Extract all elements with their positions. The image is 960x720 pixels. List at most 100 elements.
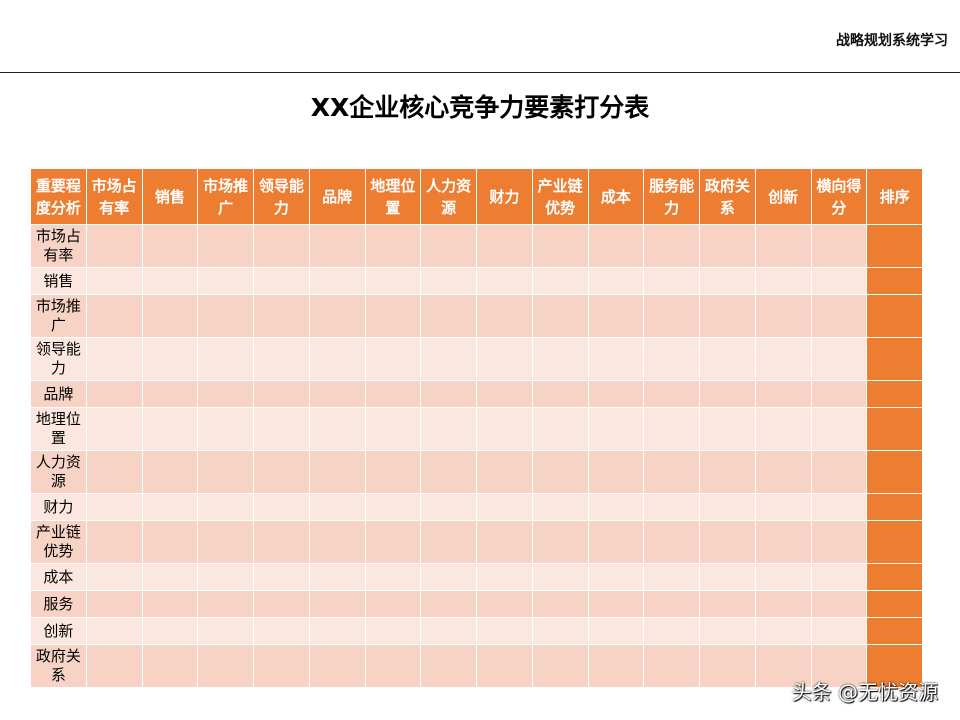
rank-cell[interactable] (866, 224, 923, 268)
score-cell[interactable] (141, 563, 199, 591)
score-cell[interactable] (699, 380, 756, 408)
score-cell[interactable] (476, 450, 533, 494)
score-cell[interactable] (587, 267, 645, 295)
score-cell[interactable] (754, 520, 812, 564)
score-cell[interactable] (531, 267, 589, 295)
score-cell[interactable] (308, 294, 366, 338)
score-cell[interactable] (253, 450, 310, 494)
score-cell[interactable] (85, 590, 143, 618)
score-cell[interactable] (197, 563, 254, 591)
score-cell[interactable] (754, 407, 812, 451)
rank-cell[interactable] (866, 644, 923, 688)
score-cell[interactable] (85, 493, 143, 521)
score-cell[interactable] (754, 337, 812, 381)
score-cell[interactable] (531, 337, 589, 381)
score-cell[interactable] (420, 493, 477, 521)
score-cell[interactable] (531, 493, 589, 521)
score-cell[interactable] (141, 520, 199, 564)
score-cell[interactable] (253, 617, 310, 645)
rank-cell[interactable] (866, 267, 923, 295)
score-cell[interactable] (308, 224, 366, 268)
score-cell[interactable] (364, 563, 422, 591)
score-cell[interactable] (531, 563, 589, 591)
score-cell[interactable] (531, 407, 589, 451)
score-cell[interactable] (141, 224, 199, 268)
score-cell[interactable] (364, 520, 422, 564)
score-cell[interactable] (253, 407, 310, 451)
score-cell[interactable] (587, 493, 645, 521)
score-cell[interactable] (85, 520, 143, 564)
score-cell[interactable] (308, 563, 366, 591)
score-cell[interactable] (253, 224, 310, 268)
score-cell[interactable] (587, 380, 645, 408)
score-cell[interactable] (85, 644, 143, 688)
score-cell[interactable] (476, 407, 533, 451)
score-cell[interactable] (531, 617, 589, 645)
score-cell[interactable] (810, 407, 868, 451)
score-cell[interactable] (364, 407, 422, 451)
score-cell[interactable] (141, 617, 199, 645)
score-cell[interactable] (643, 617, 700, 645)
score-cell[interactable] (476, 493, 533, 521)
score-cell[interactable] (364, 450, 422, 494)
score-cell[interactable] (85, 380, 143, 408)
score-cell[interactable] (253, 644, 310, 688)
score-cell[interactable] (476, 617, 533, 645)
score-cell[interactable] (476, 294, 533, 338)
score-cell[interactable] (587, 407, 645, 451)
score-cell[interactable] (476, 590, 533, 618)
score-cell[interactable] (197, 294, 254, 338)
score-cell[interactable] (810, 267, 868, 295)
rank-cell[interactable] (866, 563, 923, 591)
score-cell[interactable] (699, 493, 756, 521)
score-cell[interactable] (141, 493, 199, 521)
rank-cell[interactable] (866, 337, 923, 381)
score-cell[interactable] (587, 617, 645, 645)
score-cell[interactable] (308, 590, 366, 618)
score-cell[interactable] (364, 644, 422, 688)
score-cell[interactable] (643, 380, 700, 408)
score-cell[interactable] (197, 590, 254, 618)
score-cell[interactable] (699, 294, 756, 338)
score-cell[interactable] (810, 590, 868, 618)
score-cell[interactable] (643, 224, 700, 268)
score-cell[interactable] (141, 294, 199, 338)
score-cell[interactable] (754, 294, 812, 338)
score-cell[interactable] (531, 520, 589, 564)
rank-cell[interactable] (866, 450, 923, 494)
score-cell[interactable] (754, 493, 812, 521)
score-cell[interactable] (476, 267, 533, 295)
score-cell[interactable] (308, 450, 366, 494)
score-cell[interactable] (253, 590, 310, 618)
score-cell[interactable] (141, 590, 199, 618)
score-cell[interactable] (810, 644, 868, 688)
score-cell[interactable] (420, 407, 477, 451)
score-cell[interactable] (308, 337, 366, 381)
score-cell[interactable] (364, 590, 422, 618)
score-cell[interactable] (141, 450, 199, 494)
score-cell[interactable] (364, 337, 422, 381)
rank-cell[interactable] (866, 294, 923, 338)
score-cell[interactable] (253, 380, 310, 408)
score-cell[interactable] (643, 267, 700, 295)
score-cell[interactable] (476, 644, 533, 688)
score-cell[interactable] (587, 224, 645, 268)
score-cell[interactable] (197, 267, 254, 295)
score-cell[interactable] (531, 590, 589, 618)
score-cell[interactable] (531, 450, 589, 494)
score-cell[interactable] (810, 563, 868, 591)
score-cell[interactable] (643, 644, 700, 688)
score-cell[interactable] (754, 590, 812, 618)
score-cell[interactable] (699, 224, 756, 268)
score-cell[interactable] (754, 380, 812, 408)
score-cell[interactable] (810, 493, 868, 521)
score-cell[interactable] (308, 644, 366, 688)
score-cell[interactable] (85, 407, 143, 451)
score-cell[interactable] (85, 267, 143, 295)
score-cell[interactable] (420, 644, 477, 688)
score-cell[interactable] (420, 380, 477, 408)
score-cell[interactable] (197, 224, 254, 268)
score-cell[interactable] (253, 294, 310, 338)
score-cell[interactable] (85, 337, 143, 381)
score-cell[interactable] (754, 450, 812, 494)
